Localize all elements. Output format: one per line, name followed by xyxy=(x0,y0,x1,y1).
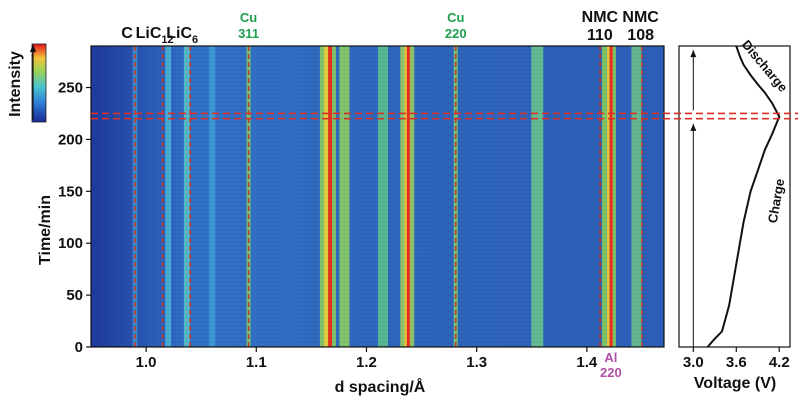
peak-label-5: NMC xyxy=(582,9,619,26)
heat-band-7 xyxy=(406,46,410,347)
heat-band-2 xyxy=(328,46,333,347)
y-axis-label: Time/min xyxy=(37,195,54,265)
peak-label-al: Al xyxy=(604,350,617,365)
heatmap-bands xyxy=(132,46,642,347)
x-axis-label: d spacing/Å xyxy=(335,377,426,396)
charge-arrow-head xyxy=(690,123,697,131)
y-tick-label: 100 xyxy=(58,235,83,252)
peak-label-1: LiC12 xyxy=(136,25,174,46)
time-markers xyxy=(91,112,798,120)
peak-label-2: LiC6 xyxy=(166,25,198,46)
heat-band-1 xyxy=(323,46,332,347)
voltage-arrows xyxy=(690,50,697,347)
x-tick-label: 1.3 xyxy=(466,354,487,371)
heat-band-8 xyxy=(531,46,544,347)
peak-label-cu: Cu xyxy=(240,10,257,25)
voltage-tick-label: 3.6 xyxy=(726,354,747,371)
colorbar xyxy=(31,43,47,123)
peak-label-cu: Cu xyxy=(447,10,464,25)
voltage-tick-label: 3.0 xyxy=(683,354,704,371)
y-tick-label: 50 xyxy=(66,287,83,304)
colorbar-label: Intensity xyxy=(7,51,24,117)
peak-label-index-5: 110 xyxy=(587,27,613,44)
peak-label-al-index: 220 xyxy=(600,365,622,380)
x-tick-label: 1.1 xyxy=(246,354,267,371)
y-tick-label: 0 xyxy=(75,339,83,356)
y-tick-label: 250 xyxy=(58,80,83,97)
x-tick-label: 1.0 xyxy=(136,354,157,371)
heatmap-scanlines xyxy=(91,46,664,347)
heat-band-14 xyxy=(183,46,190,347)
heat-band-4 xyxy=(378,46,389,347)
heat-band-11 xyxy=(609,46,613,347)
peak-label-cu-index: 220 xyxy=(445,26,467,41)
heat-band-18 xyxy=(132,46,138,347)
y-tick-label: 200 xyxy=(58,131,83,148)
voltage-x-ticks: 3.0 3.6 4.2 xyxy=(683,347,790,371)
peak-label-cu-index: 311 xyxy=(238,26,259,41)
heat-band-3 xyxy=(339,46,350,347)
voltage-axis-label: Voltage (V) xyxy=(694,375,776,392)
voltage-frame xyxy=(678,45,791,348)
colorbar-arrow-head xyxy=(30,44,36,52)
heatmap-frame xyxy=(90,45,665,348)
heat-band-12 xyxy=(631,46,642,347)
heatmap-x-ticks: 1.0 1.1 1.2 1.3 1.4 xyxy=(136,347,598,371)
heat-band-13 xyxy=(165,46,172,347)
heat-band-17 xyxy=(453,46,458,347)
heat-band-15 xyxy=(209,46,216,347)
discharge-arrow-head xyxy=(690,50,697,58)
y-tick-label: 150 xyxy=(58,183,83,200)
x-tick-label: 1.4 xyxy=(576,354,598,371)
x-tick-label: 1.2 xyxy=(356,354,377,371)
heatmap-y-ticks: 0 50 100 150 200 250 xyxy=(58,80,91,356)
peak-label-0: C xyxy=(121,25,133,42)
voltage-tick-label: 4.2 xyxy=(769,354,790,371)
heatmap-plot xyxy=(91,46,664,347)
peak-label-index-6: 108 xyxy=(627,27,654,44)
reference-lines xyxy=(134,46,643,347)
heat-band-16 xyxy=(246,46,251,347)
voltage-curve xyxy=(706,45,781,348)
peak-label-6: NMC xyxy=(622,9,659,26)
